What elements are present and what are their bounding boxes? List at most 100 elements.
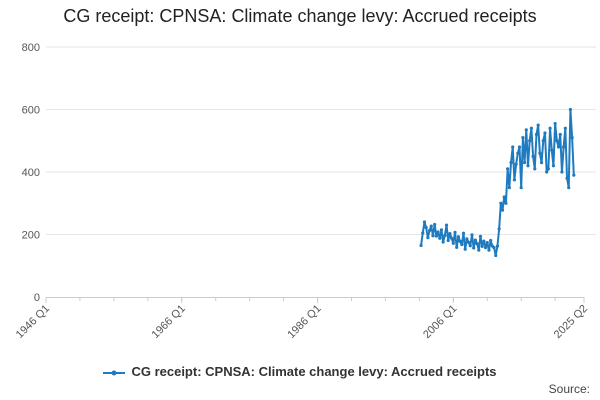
x-tick-label: 1946 Q1 [14,303,52,341]
data-point [511,145,515,149]
data-point [422,220,427,224]
data-point [495,244,500,248]
data-point [468,244,472,248]
data-point [555,139,559,143]
x-axis-ticks: 1946 Q1 1966 Q1 1986 Q1 2006 Q1 2025 Q2 [14,297,590,341]
data-point [460,242,464,247]
data-point [453,230,457,234]
data-point [456,235,461,239]
data-point [514,162,518,166]
data-point [438,236,442,240]
data-point [567,186,571,190]
data-point [492,246,496,250]
y-tick-label: 800 [22,42,40,54]
data-point [528,139,532,143]
data-point [570,136,574,140]
data-point [489,238,493,243]
data-point [451,241,455,245]
data-point [502,195,506,199]
data-point [475,241,479,246]
grid-lines [46,46,596,235]
data-point [550,148,554,152]
data-point [509,161,513,165]
data-point [546,167,550,171]
y-tick-label: 600 [22,105,40,117]
data-point [517,145,522,149]
data-point [507,186,511,190]
data-point [439,228,444,232]
data-point [421,231,425,235]
data-point [455,245,459,249]
data-point [551,164,556,168]
legend-label: CG receipt: CPNSA: Climate change levy: … [131,364,497,379]
data-point [522,161,527,165]
data-point [543,131,547,135]
data-point [504,201,508,205]
data-point [427,228,432,233]
y-axis-ticks: 0 200 400 600 800 [22,42,40,304]
x-tick-label: 1966 Q1 [150,303,188,341]
y-tick-label: 0 [34,292,40,304]
data-point [538,151,542,155]
data-point [443,233,447,238]
data-point [465,237,469,241]
data-point [433,222,437,227]
data-point [419,243,423,248]
data-point [565,176,569,180]
data-point [563,126,567,130]
data-point [441,240,445,244]
y-tick-label: 200 [22,230,40,242]
data-point [473,238,477,242]
data-point [516,151,520,155]
data-point [446,238,450,243]
data-point [494,253,498,258]
data-point [519,186,523,190]
data-point [470,233,474,237]
data-point [533,167,537,171]
data-point [524,128,528,132]
data-point [429,224,433,228]
data-point [444,223,449,227]
x-tick-label: 2006 Q1 [421,303,459,341]
legend[interactable]: CG receipt: CPNSA: Climate change levy: … [0,364,600,379]
x-tick-label: 2025 Q2 [552,303,590,341]
data-point [572,173,576,177]
series-line [420,108,575,257]
data-point [472,246,476,250]
data-point [506,167,510,171]
y-tick-label: 400 [22,167,40,179]
data-point [426,236,430,240]
data-point [450,236,454,240]
data-point [500,208,505,212]
data-point [541,139,545,143]
data-point [483,246,488,250]
data-point [431,234,435,238]
data-point [556,145,561,149]
data-point [485,241,489,245]
data-point [463,247,467,251]
data-point [461,231,466,235]
data-point [545,170,549,174]
series-group [419,107,576,258]
data-point [512,178,517,182]
data-point [487,248,491,252]
data-point [482,239,486,243]
data-point [536,123,540,127]
data-point [558,132,562,137]
data-point [480,244,484,248]
data-point [526,164,530,168]
data-point [499,201,503,205]
data-point [497,227,501,231]
data-point [529,126,533,130]
data-point [478,234,483,238]
data-point [436,230,440,234]
data-point [553,121,557,126]
data-point [521,136,525,140]
data-point [531,154,535,158]
data-point [448,231,452,236]
data-point [458,239,462,243]
data-point [534,132,539,137]
data-point [560,170,564,174]
legend-swatch [103,370,126,376]
